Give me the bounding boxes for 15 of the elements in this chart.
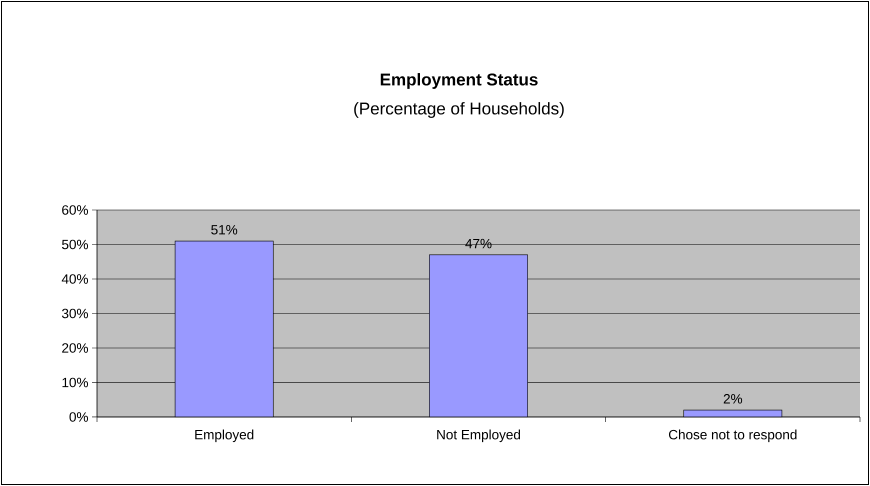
x-tick-label: Chose not to respond [668,430,796,442]
data-label: 47% [465,238,492,248]
y-tick-label: 30% [62,308,88,318]
x-tick-label: Not Employed [437,430,520,442]
y-tick-label: 40% [62,274,88,284]
data-label: 2% [724,394,742,404]
chart-title: Employment Status [380,73,538,89]
y-tick-label: 60% [62,205,88,215]
data-label: 51% [211,225,238,235]
chart-subtitle: (Percentage of Households) [354,102,564,118]
x-tick-label: Employed [195,430,254,442]
y-tick-label: 20% [62,343,88,353]
y-tick-label: 50% [62,240,88,250]
y-tick-label: 10% [62,378,88,388]
y-tick-label: 0% [69,412,88,422]
